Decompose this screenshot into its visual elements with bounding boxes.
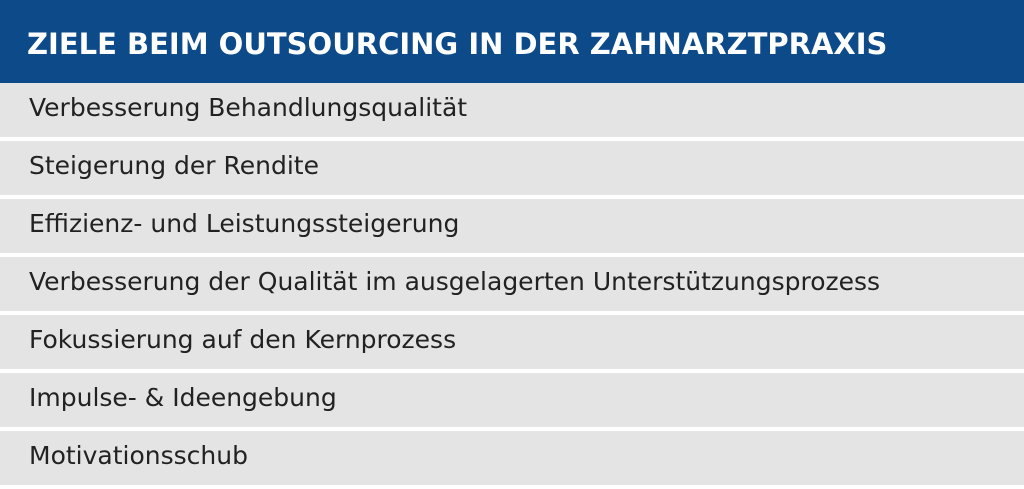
list-item: Steigerung der Rendite xyxy=(0,141,1024,195)
list-item: Fokussierung auf den Kernprozess xyxy=(0,315,1024,369)
goals-list: Verbesserung Behandlungsqualität Steiger… xyxy=(0,83,1024,489)
table-header: ZIELE BEIM OUTSOURCING IN DER ZAHNARZTPR… xyxy=(0,0,1024,83)
list-item: Effizienz- und Leistungssteigerung xyxy=(0,199,1024,253)
table-title: ZIELE BEIM OUTSOURCING IN DER ZAHNARZTPR… xyxy=(27,27,888,61)
list-item: Impulse- & Ideengebung xyxy=(0,373,1024,427)
list-item-label: Steigerung der Rendite xyxy=(29,151,319,180)
list-item-label: Motivationsschub xyxy=(29,441,248,470)
list-item: Verbesserung der Qualität im ausgelagert… xyxy=(0,257,1024,311)
list-item: Verbesserung Behandlungsqualität xyxy=(0,83,1024,137)
list-item-label: Impulse- & Ideengebung xyxy=(29,383,337,412)
list-item-label: Effizienz- und Leistungssteigerung xyxy=(29,209,460,238)
list-item-label: Verbesserung der Qualität im ausgelagert… xyxy=(29,267,881,296)
list-item-label: Fokussierung auf den Kernprozess xyxy=(29,325,457,354)
list-item: Motivationsschub xyxy=(0,431,1024,485)
list-item-label: Verbesserung Behandlungsqualität xyxy=(29,93,468,122)
